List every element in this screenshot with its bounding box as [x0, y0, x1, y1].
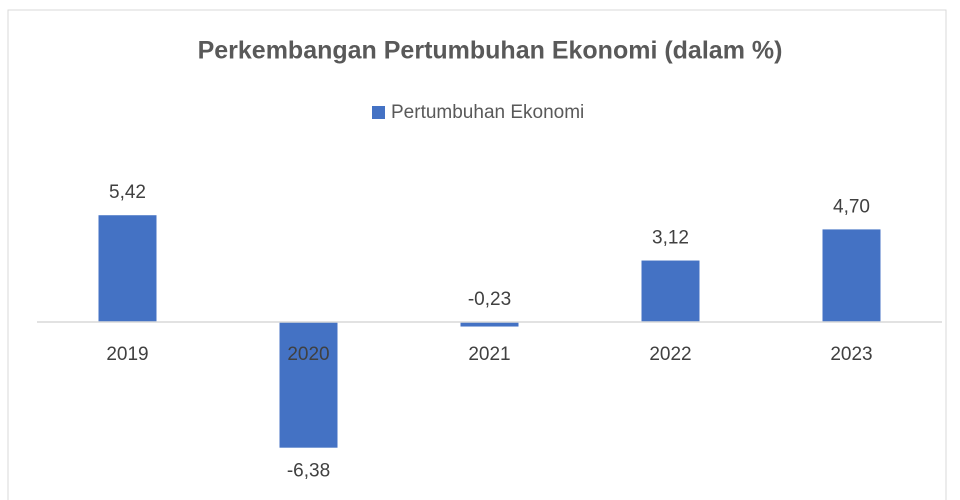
- legend-label: Pertumbuhan Ekonomi: [391, 102, 584, 123]
- data-label: 3,12: [652, 228, 689, 249]
- data-label: 5,42: [109, 182, 146, 203]
- x-tick-label: 2021: [468, 344, 510, 365]
- bar: [460, 322, 519, 327]
- bar: [822, 229, 881, 322]
- bar: [98, 215, 157, 322]
- bar: [279, 322, 338, 448]
- x-tick-label: 2019: [106, 344, 148, 365]
- legend-swatch: [372, 106, 385, 119]
- bar: [641, 260, 700, 322]
- data-label: -0,23: [468, 289, 511, 310]
- data-label: 4,70: [833, 196, 870, 217]
- x-tick-label: 2023: [830, 344, 872, 365]
- chart-title: Perkembangan Pertumbuhan Ekonomi (dalam …: [198, 37, 783, 65]
- data-label: -6,38: [287, 461, 330, 482]
- x-tick-label: 2020: [287, 344, 329, 365]
- x-tick-label: 2022: [649, 344, 691, 365]
- chart-frame: [7, 9, 947, 500]
